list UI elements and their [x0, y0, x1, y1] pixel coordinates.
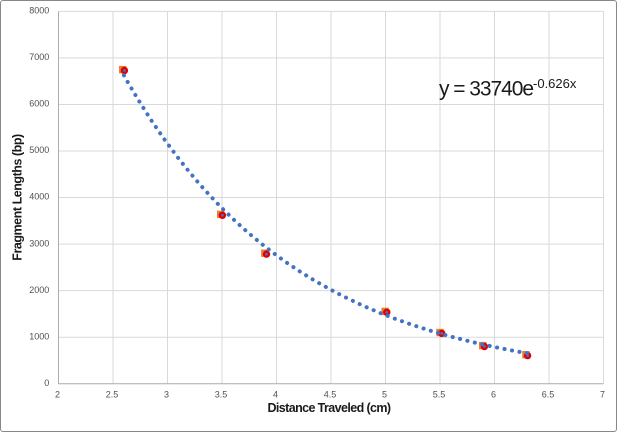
svg-text:2.5: 2.5 — [106, 390, 119, 400]
svg-text:4: 4 — [273, 390, 278, 400]
svg-text:6000: 6000 — [29, 99, 49, 109]
svg-text:0: 0 — [44, 378, 49, 388]
svg-text:2000: 2000 — [29, 285, 49, 295]
svg-text:7: 7 — [600, 390, 605, 400]
svg-text:Fragment Lengths (bp): Fragment Lengths (bp) — [11, 134, 25, 261]
svg-text:3: 3 — [164, 390, 169, 400]
svg-text:5: 5 — [382, 390, 387, 400]
svg-text:3000: 3000 — [29, 238, 49, 248]
svg-text:5.5: 5.5 — [433, 390, 446, 400]
svg-text:7000: 7000 — [29, 52, 49, 62]
svg-text:Distance Traveled (cm): Distance Traveled (cm) — [268, 401, 391, 415]
svg-text:6.5: 6.5 — [542, 390, 555, 400]
svg-text:4.5: 4.5 — [324, 390, 337, 400]
svg-text:2: 2 — [55, 390, 60, 400]
svg-text:y = 33740e-0.626x: y = 33740e-0.626x — [439, 76, 577, 101]
svg-text:8000: 8000 — [29, 6, 49, 16]
svg-text:1000: 1000 — [29, 331, 49, 341]
svg-text:5000: 5000 — [29, 145, 49, 155]
svg-text:4000: 4000 — [29, 192, 49, 202]
svg-text:6: 6 — [491, 390, 496, 400]
svg-text:3.5: 3.5 — [215, 390, 228, 400]
